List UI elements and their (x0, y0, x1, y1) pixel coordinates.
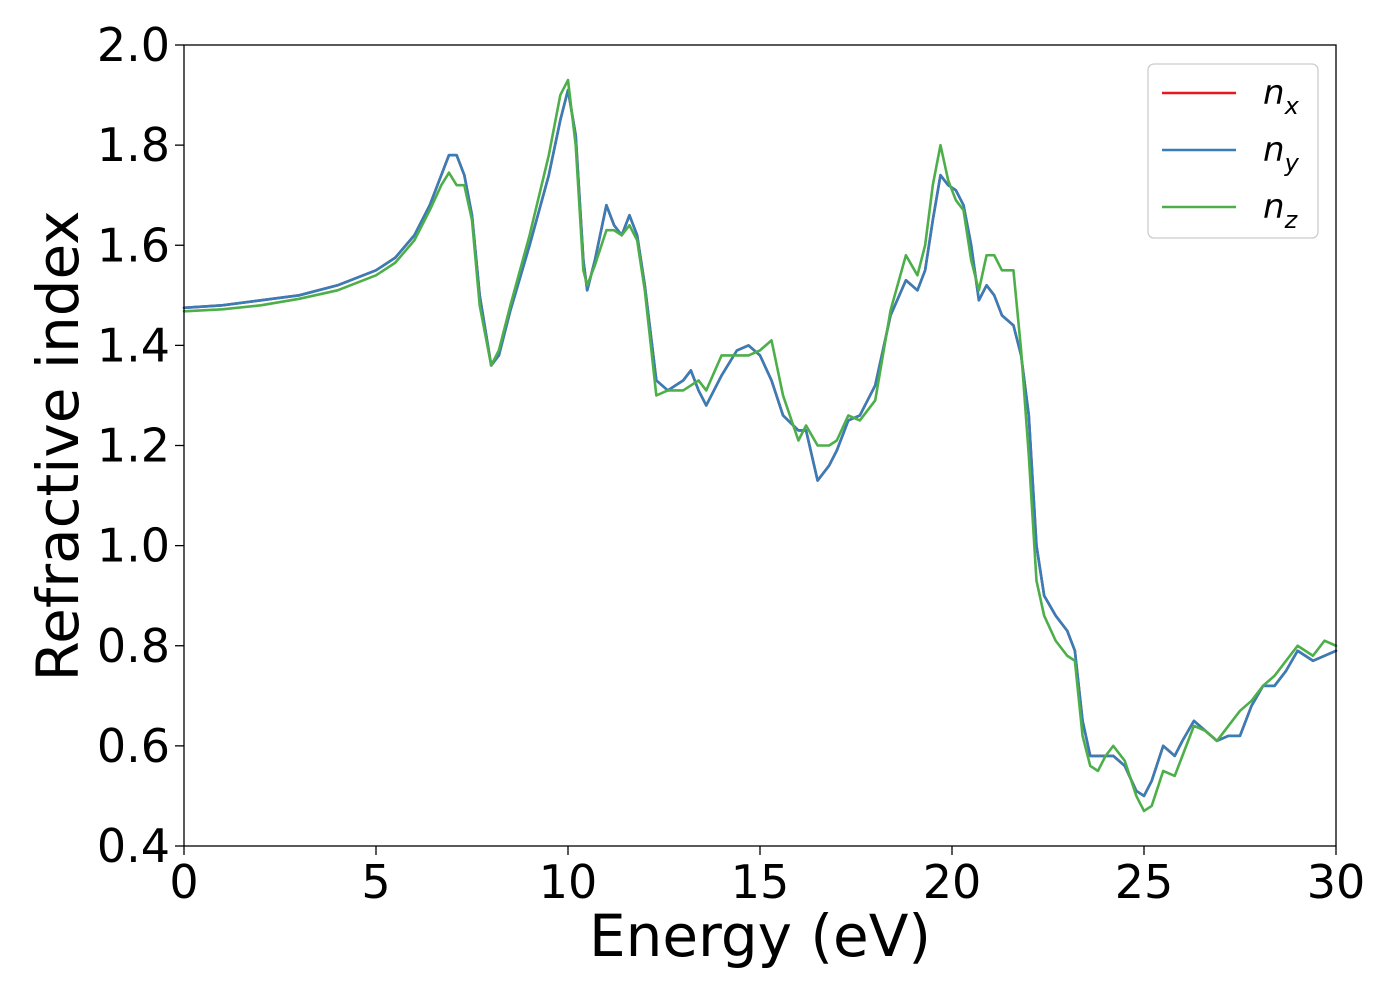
y-tick-label: 0.8 (97, 619, 170, 673)
y-tick-label: 1.2 (97, 419, 170, 473)
y-tick-label: 1.8 (97, 118, 170, 172)
series-line-nz (182, 78, 1338, 813)
x-axis-label: Energy (eV) (589, 902, 931, 970)
x-tick-label: 10 (539, 855, 598, 909)
x-tick-label: 30 (1307, 855, 1366, 909)
legend-subscript: y (1284, 149, 1300, 177)
x-tick-label: 0 (169, 855, 198, 909)
x-tick-label: 5 (361, 855, 390, 909)
x-tick-label: 25 (1115, 855, 1174, 909)
y-tick-label: 0.4 (97, 819, 170, 873)
y-tick-label: 2.0 (97, 18, 170, 72)
legend-subscript: x (1284, 92, 1300, 120)
series-lines (182, 78, 1338, 813)
y-axis-label: Refractive index (24, 210, 92, 681)
y-tick-label: 1.0 (97, 519, 170, 573)
y-tick-label: 0.6 (97, 719, 170, 773)
y-axis-ticks: 0.4 0.6 0.8 1.0 1.2 1.4 1.6 1.8 2.0 (97, 18, 184, 873)
y-tick-label: 1.4 (97, 318, 170, 372)
x-tick-label: 15 (731, 855, 790, 909)
x-axis-ticks: 0 5 10 15 20 25 30 (169, 846, 1365, 909)
legend-subscript: z (1284, 206, 1299, 234)
x-tick-label: 20 (923, 855, 982, 909)
y-tick-label: 1.6 (97, 218, 170, 272)
